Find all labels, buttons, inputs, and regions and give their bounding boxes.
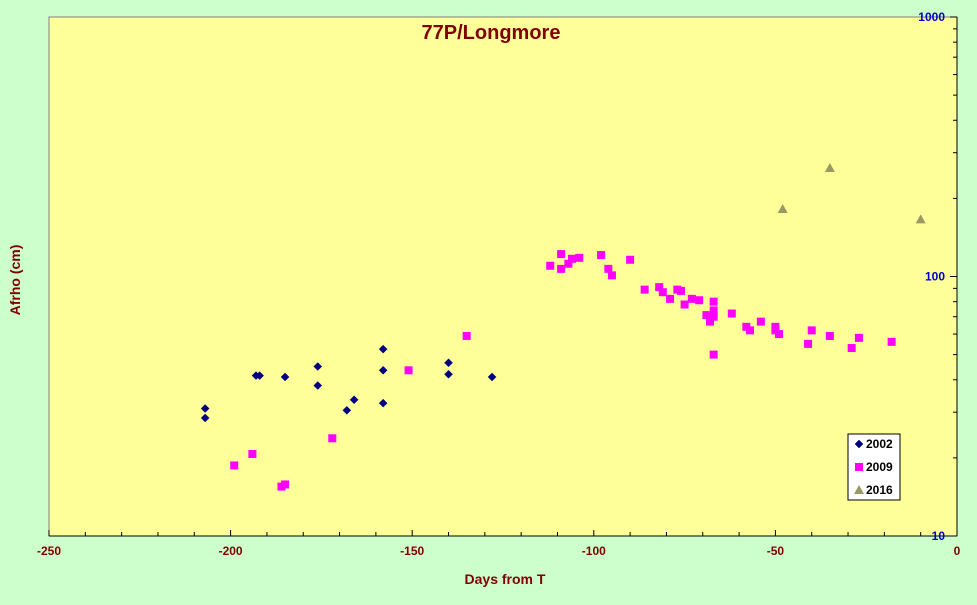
data-point-2009 <box>807 326 816 335</box>
data-point-2009 <box>658 288 667 297</box>
x-tick-label: -100 <box>582 544 606 558</box>
data-point-2002 <box>349 395 359 405</box>
data-point-2009 <box>328 434 337 443</box>
data-point-2009 <box>626 255 635 264</box>
data-point-2009 <box>804 339 813 348</box>
data-point-2009 <box>557 264 566 273</box>
chart-title: 77P/Longmore <box>422 22 561 44</box>
data-point-2016 <box>915 214 926 224</box>
data-point-2009 <box>575 253 584 262</box>
data-point-2009 <box>825 331 834 340</box>
legend: 2002 2009 2016 <box>847 433 901 501</box>
data-point-2002 <box>378 344 388 354</box>
data-point-2009 <box>281 480 290 489</box>
y-axis-label: Afrho (cm) <box>7 245 23 316</box>
data-point-2009 <box>709 297 718 306</box>
data-point-2016 <box>824 162 835 172</box>
legend-marker-2016 <box>854 485 864 494</box>
data-point-2009 <box>546 261 555 270</box>
legend-marker-2009 <box>855 463 863 471</box>
data-point-2009 <box>230 461 239 470</box>
data-point-2009 <box>687 294 696 303</box>
data-point-2016 <box>777 204 788 214</box>
data-point-2009 <box>557 250 566 259</box>
axes-layer: -250 -200 -150 -100 -50 0 10 100 1000 <box>37 10 961 558</box>
data-point-2009 <box>706 317 715 326</box>
legend-label-2009: 2009 <box>866 460 893 474</box>
data-point-2009 <box>709 350 718 359</box>
x-tick-label: -50 <box>767 544 785 558</box>
data-point-2009 <box>607 271 616 280</box>
data-point-2009 <box>756 317 765 326</box>
data-point-2009 <box>676 286 685 295</box>
data-point-2002 <box>342 405 352 415</box>
data-point-2002 <box>487 372 497 382</box>
data-point-2009 <box>745 326 754 335</box>
y-tick-label: 1000 <box>918 10 945 24</box>
data-point-2009 <box>854 333 863 342</box>
data-point-2009 <box>702 311 711 320</box>
data-point-2009 <box>680 300 689 309</box>
data-point-2002 <box>313 362 323 371</box>
data-point-2009 <box>655 283 664 292</box>
data-point-2002 <box>444 358 453 368</box>
data-point-2002 <box>255 371 265 380</box>
data-point-2009 <box>404 366 413 375</box>
data-point-2002 <box>378 398 388 408</box>
data-point-2009 <box>604 264 613 273</box>
x-tick-label: -250 <box>37 544 61 558</box>
data-point-2009 <box>709 306 718 315</box>
data-point-2009 <box>568 254 577 263</box>
legend-label-2002: 2002 <box>866 437 893 451</box>
data-point-2009 <box>666 294 675 303</box>
data-point-2009 <box>248 450 257 459</box>
data-point-2002 <box>444 369 453 379</box>
y-tick-label: 10 <box>932 529 946 543</box>
data-point-2009 <box>847 344 856 353</box>
x-tick-label: -150 <box>400 544 424 558</box>
points-layer <box>200 162 926 491</box>
data-point-2002 <box>378 365 388 375</box>
data-point-2009 <box>597 251 606 260</box>
legend-label-2016: 2016 <box>866 483 893 497</box>
x-axis-label: Days from T <box>465 571 546 587</box>
data-point-2009 <box>640 285 649 294</box>
data-point-2009 <box>462 331 471 340</box>
x-tick-label: -200 <box>219 544 243 558</box>
data-point-2002 <box>280 372 290 382</box>
data-point-2009 <box>775 330 784 339</box>
data-point-2009 <box>709 312 718 321</box>
legend-marker-2002 <box>854 439 864 449</box>
data-point-2009 <box>887 337 896 346</box>
x-tick-label: 0 <box>954 544 961 558</box>
data-point-2002 <box>200 413 210 423</box>
data-point-2002 <box>313 381 323 390</box>
data-point-2009 <box>695 296 704 305</box>
plot-area <box>48 16 958 537</box>
y-tick-label: 100 <box>925 270 945 284</box>
data-point-2009 <box>564 259 573 268</box>
data-point-2009 <box>727 309 736 318</box>
data-point-2002 <box>200 404 210 413</box>
